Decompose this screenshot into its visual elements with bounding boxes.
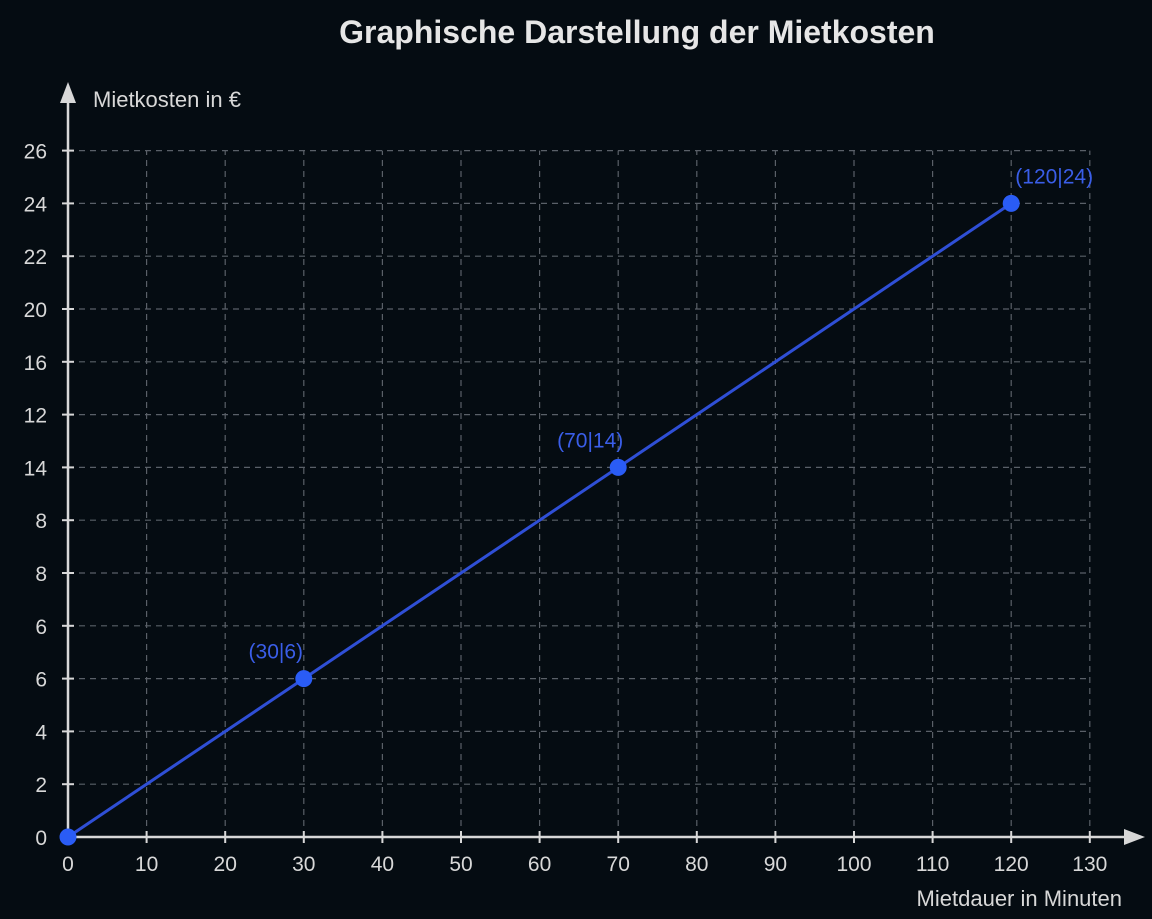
y-tick-label: 16 xyxy=(24,352,47,375)
axes xyxy=(60,82,1145,845)
y-axis-label: Mietkosten in € xyxy=(93,87,241,112)
y-tick-label: 14 xyxy=(24,457,48,480)
y-tick-label: 8 xyxy=(35,510,47,533)
x-tick-label: 0 xyxy=(62,853,74,876)
x-tick-label: 30 xyxy=(292,853,315,876)
x-tick-label: 100 xyxy=(836,853,871,876)
data-point xyxy=(1002,194,1020,212)
x-axis-label: Mietdauer in Minuten xyxy=(917,886,1122,911)
x-tick-label: 80 xyxy=(685,853,708,876)
x-tick-label: 130 xyxy=(1072,853,1107,876)
series-line xyxy=(67,202,1013,839)
grid xyxy=(68,150,1091,837)
y-tick-label: 12 xyxy=(24,405,47,428)
x-tick-label: 20 xyxy=(214,853,237,876)
x-tick-label: 40 xyxy=(371,853,394,876)
data-point-label: (70|14) xyxy=(557,429,623,452)
x-axis-arrow xyxy=(1124,829,1145,845)
y-tick-label: 6 xyxy=(35,669,47,692)
x-tick-label: 50 xyxy=(449,853,472,876)
y-tick-label: 26 xyxy=(24,141,47,164)
y-tick-label: 4 xyxy=(35,721,47,744)
y-tick-label: 24 xyxy=(24,193,48,216)
data-point xyxy=(295,670,313,688)
x-tick-label: 120 xyxy=(994,853,1029,876)
x-tick-label: 70 xyxy=(607,853,630,876)
y-tick-label: 0 xyxy=(35,827,47,850)
series: (30|6) (70|14) (120|24) xyxy=(59,165,1093,846)
ticks: 0 10 20 30 40 50 60 70 80 90 100 110 120 130024668814… xyxy=(24,141,1108,876)
data-point-label: (120|24) xyxy=(1015,165,1093,188)
data-point xyxy=(609,458,627,476)
y-axis-arrow xyxy=(60,82,76,103)
data-point xyxy=(59,828,77,846)
y-tick-label: 20 xyxy=(24,299,47,322)
x-tick-label: 60 xyxy=(528,853,551,876)
data-point-label: (30|6) xyxy=(249,641,303,664)
chart-title: Graphische Darstellung der Mietkosten xyxy=(339,14,935,50)
y-tick-label: 6 xyxy=(35,616,47,639)
x-tick-label: 110 xyxy=(916,853,949,876)
x-tick-label: 90 xyxy=(764,853,787,876)
x-tick-label: 10 xyxy=(135,853,158,876)
y-tick-label: 8 xyxy=(35,563,47,586)
y-tick-label: 22 xyxy=(24,246,47,269)
y-tick-label: 2 xyxy=(35,774,47,797)
